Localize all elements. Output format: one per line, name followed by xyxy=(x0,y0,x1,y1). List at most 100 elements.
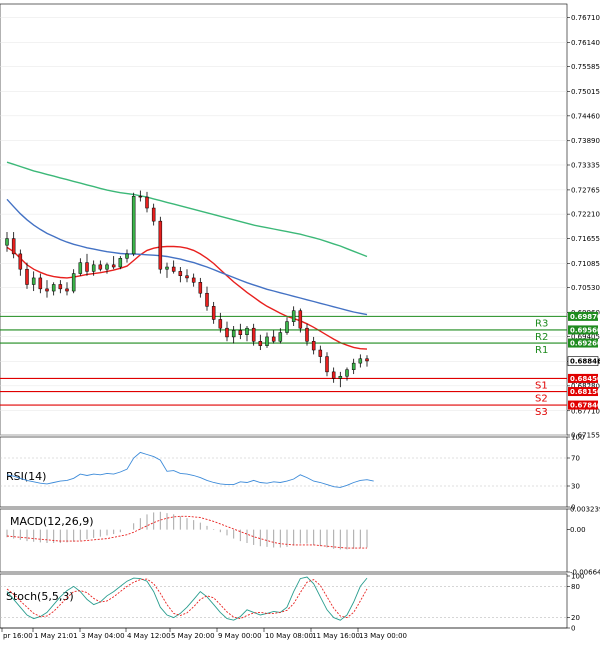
candle xyxy=(338,371,343,388)
candle xyxy=(151,203,156,226)
stoch-tick-label: 20 xyxy=(571,614,580,622)
candle-body-down xyxy=(178,271,183,277)
candle xyxy=(291,306,296,326)
candle xyxy=(298,308,303,333)
stoch-pane: Stoch(5,5,3) xyxy=(0,573,568,629)
candle-body-up xyxy=(91,264,96,272)
rsi-axis: 100 70 30 0 xyxy=(567,434,584,512)
candle-body-down xyxy=(365,358,369,362)
candle xyxy=(78,258,83,276)
rsi-plot xyxy=(0,451,567,488)
candle-body-down xyxy=(305,327,309,342)
candle-body-down xyxy=(298,310,303,329)
level-price-tag xyxy=(568,311,598,321)
level-price-label: 0.67840 xyxy=(570,402,600,410)
candle-body-up xyxy=(71,273,76,292)
candle-body-down xyxy=(325,356,329,373)
macd-plot xyxy=(6,511,368,550)
candle-body-down xyxy=(258,341,263,346)
stoch-tick-label: 0 xyxy=(571,625,575,633)
candle xyxy=(125,249,129,263)
pivot-levels: R3 R2 R1 S1 S2 S3 xyxy=(0,315,567,418)
candle xyxy=(265,332,269,348)
candle xyxy=(285,317,289,335)
candle-body-down xyxy=(11,238,16,255)
candle xyxy=(38,273,43,294)
stoch-plot xyxy=(0,576,567,621)
price-tick-label: 0.67155 xyxy=(571,432,600,440)
level-name-s2: S2 xyxy=(535,394,548,405)
candle-body-down xyxy=(205,292,209,307)
level-price-tag xyxy=(568,325,598,335)
candle-body-down xyxy=(45,288,49,292)
level-price-tag xyxy=(568,338,598,348)
candle-body-down xyxy=(198,282,203,294)
candle xyxy=(231,325,236,344)
level-price-label: 0.69560 xyxy=(570,326,600,334)
candle-body-down xyxy=(171,266,176,272)
candle xyxy=(185,269,189,283)
price-grid xyxy=(0,17,567,436)
rsi-tick-label: 30 xyxy=(571,483,580,491)
candle-body-up xyxy=(358,358,363,364)
candle-body-down xyxy=(138,195,143,198)
candle-body-up xyxy=(231,330,236,338)
time-tick-label: 11 May 16:00 xyxy=(312,632,360,640)
candle-body-down xyxy=(191,277,196,283)
time-tick-label: 5 May 20:00 xyxy=(171,632,215,640)
price-tick-label: 0.76140 xyxy=(571,39,600,47)
candle xyxy=(98,260,103,272)
candle xyxy=(18,249,23,276)
candle-body-up xyxy=(31,277,36,285)
candle-body-up xyxy=(5,238,9,246)
level-price-label: 0.68150 xyxy=(570,388,600,396)
candle xyxy=(45,280,49,298)
candle xyxy=(5,232,9,252)
candle-body-down xyxy=(225,327,229,338)
candle-body-down xyxy=(218,319,223,329)
time-tick-label: 9 May 00:00 xyxy=(218,632,262,640)
candle-body-down xyxy=(98,264,103,270)
rsi-tick-label: 0 xyxy=(571,504,575,512)
rsi-tick-label: 100 xyxy=(571,434,584,442)
macd-title: MACD(12,26,9) xyxy=(10,515,94,528)
candle-body-down xyxy=(25,268,29,285)
time-tick-label: 3 May 04:00 xyxy=(81,632,125,640)
time-tick-label: 13 May 00:00 xyxy=(359,632,407,640)
current-price-label: 0.68846 xyxy=(570,358,600,366)
moving-average-line xyxy=(6,161,368,258)
candle xyxy=(105,262,109,274)
candle xyxy=(131,192,136,257)
candle xyxy=(178,267,183,283)
level-name-r2: R2 xyxy=(535,332,548,343)
price-tick-label: 0.74460 xyxy=(571,112,600,120)
candle-body-down xyxy=(185,275,189,279)
candle xyxy=(198,277,203,298)
candle xyxy=(365,355,369,367)
candle xyxy=(305,323,309,346)
current-price-tag xyxy=(567,356,599,366)
macd-pane: MACD(12,26,9) xyxy=(0,508,568,573)
price-tick-label: 0.67710 xyxy=(571,407,600,415)
moving-average-line xyxy=(6,245,368,350)
level-name-s1: S1 xyxy=(535,380,548,391)
candle xyxy=(25,262,29,289)
candle xyxy=(278,328,283,344)
candle-body-up xyxy=(285,321,289,333)
candle-body-up xyxy=(131,195,136,255)
candle-body-up xyxy=(51,284,56,292)
price-tick-label: 0.68280 xyxy=(571,382,600,390)
candle xyxy=(51,282,56,296)
candles xyxy=(5,190,369,388)
candle-body-up xyxy=(78,262,83,274)
candle-body-down xyxy=(85,262,89,272)
level-price-label: 0.68450 xyxy=(570,375,600,383)
candle-body-up xyxy=(351,362,356,370)
candle xyxy=(258,334,263,351)
time-tick-label: 10 May 08:00 xyxy=(265,632,313,640)
candle-body-down xyxy=(331,371,336,379)
stoch-title: Stoch(5,5,3) xyxy=(6,590,74,603)
candle-body-down xyxy=(238,330,243,335)
candle xyxy=(245,325,249,342)
